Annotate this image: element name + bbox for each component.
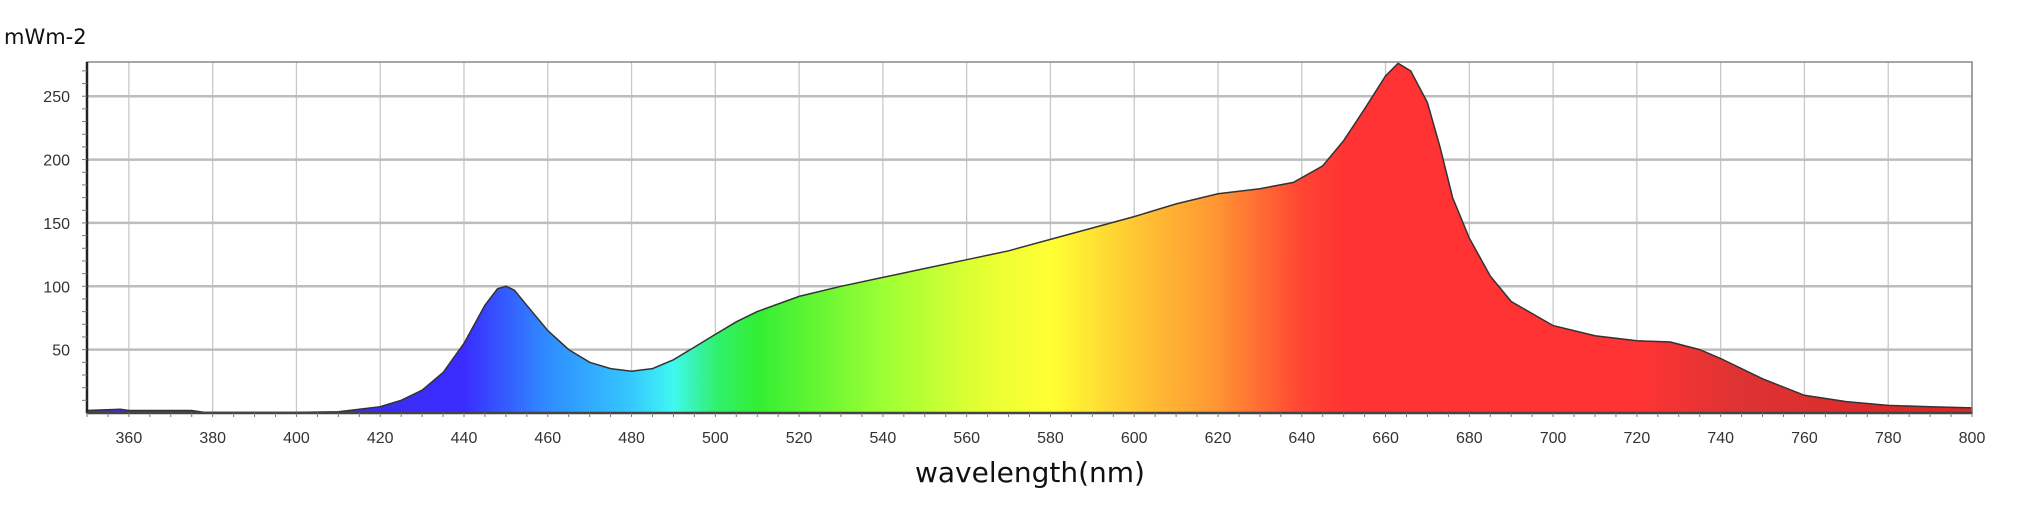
x-tick-label: 440 bbox=[451, 430, 478, 447]
x-tick-label: 380 bbox=[199, 430, 226, 447]
y-tick-label: 50 bbox=[52, 343, 70, 360]
x-tick-label: 580 bbox=[1037, 430, 1064, 447]
spectrum-area bbox=[86, 62, 1973, 414]
x-tick-label: 720 bbox=[1624, 430, 1651, 447]
x-tick-label: 480 bbox=[618, 430, 645, 447]
x-tick-label: 540 bbox=[870, 430, 897, 447]
x-tick-label: 560 bbox=[953, 430, 980, 447]
y-tick-label: 250 bbox=[43, 89, 70, 106]
x-tick-label: 760 bbox=[1791, 430, 1818, 447]
y-tick-label: 100 bbox=[43, 279, 70, 296]
x-tick-label: 500 bbox=[702, 430, 729, 447]
x-tick-label: 800 bbox=[1959, 430, 1986, 447]
axes bbox=[82, 61, 1973, 417]
x-tick-label: 780 bbox=[1875, 430, 1902, 447]
x-tick-label: 600 bbox=[1121, 430, 1148, 447]
x-tick-label: 660 bbox=[1372, 430, 1399, 447]
x-axis-label: wavelength(nm) bbox=[915, 456, 1145, 489]
x-tick-label: 740 bbox=[1707, 430, 1734, 447]
x-tick-label: 680 bbox=[1456, 430, 1483, 447]
x-tick-label: 520 bbox=[786, 430, 813, 447]
y-axis-label: mWm-2 bbox=[4, 25, 87, 49]
x-tick-label: 460 bbox=[534, 430, 561, 447]
x-tick-label: 640 bbox=[1288, 430, 1315, 447]
y-tick-label: 150 bbox=[43, 216, 70, 233]
x-tick-label: 620 bbox=[1205, 430, 1232, 447]
x-tick-label: 360 bbox=[116, 430, 143, 447]
grid bbox=[87, 62, 1973, 413]
x-tick-label: 700 bbox=[1540, 430, 1567, 447]
y-tick-labels: 50 100 150 200 250 bbox=[43, 89, 70, 359]
y-tick-label: 200 bbox=[43, 153, 70, 170]
x-tick-label: 420 bbox=[367, 430, 394, 447]
x-tick-label: 400 bbox=[283, 430, 310, 447]
x-tick-labels: 360 380 400 420 440 460 480 500 520 540 560 580 600 6… bbox=[116, 430, 1986, 447]
